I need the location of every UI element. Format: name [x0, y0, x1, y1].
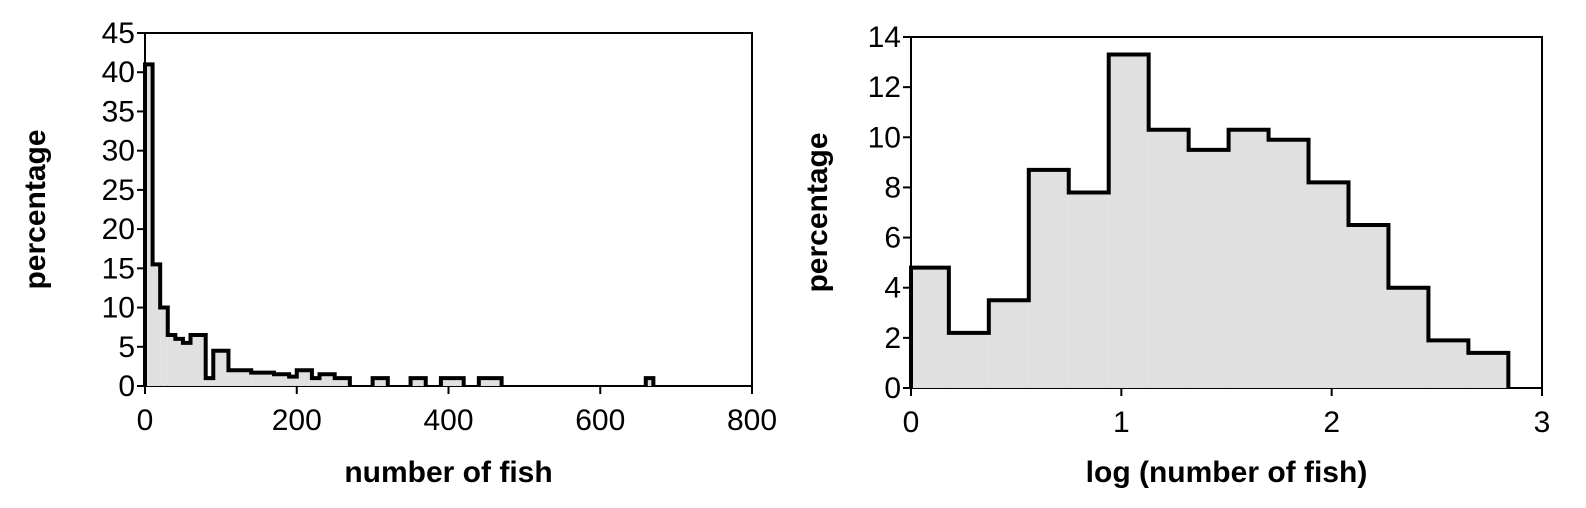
histogram-bar — [266, 372, 274, 386]
histogram-bar — [988, 300, 1029, 388]
histogram-bar — [167, 335, 176, 386]
x-tick-label: 400 — [423, 404, 473, 437]
histogram-bar — [372, 378, 381, 386]
histogram-bar — [486, 378, 495, 386]
histogram-bar — [319, 374, 328, 386]
histogram-bar — [645, 378, 654, 386]
x-tick-label: 200 — [272, 404, 322, 437]
x-tick-label: 2 — [1323, 406, 1340, 439]
histogram-bar — [1428, 340, 1469, 388]
x-tick-label: 800 — [727, 404, 777, 437]
histogram-bar — [410, 378, 419, 386]
histogram-bar — [327, 374, 335, 386]
y-tick-label: 2 — [884, 322, 901, 355]
histogram-bar — [1348, 225, 1389, 388]
histogram-bar — [304, 370, 312, 386]
histogram-bar — [1148, 129, 1189, 388]
y-tick-label: 45 — [102, 17, 135, 50]
histogram-bar — [1228, 129, 1269, 388]
histogram-bar — [342, 378, 350, 386]
x-tick-label: 1 — [1113, 406, 1130, 439]
histogram-bar — [243, 370, 252, 386]
histogram-bar — [456, 378, 464, 386]
y-tick-label: 4 — [884, 272, 901, 305]
y-axis-label: percentage — [19, 129, 52, 289]
histogram-bar — [448, 378, 457, 386]
histogram-bar — [1188, 149, 1229, 388]
x-tick-label: 600 — [575, 404, 625, 437]
histogram-bar — [213, 350, 221, 386]
histogram-bar — [205, 378, 214, 386]
y-tick-label: 15 — [102, 252, 135, 285]
y-tick-label: 14 — [868, 21, 901, 54]
histogram-bar — [418, 378, 426, 386]
histogram-bar — [1268, 139, 1309, 388]
x-tick-label: 0 — [903, 406, 920, 439]
histogram-bar — [281, 374, 290, 386]
histogram-bar — [478, 378, 487, 386]
histogram-bar — [1468, 352, 1509, 388]
fish-count-histogram: 0 5 10 15 20 25 30 35 40 45 0 200 400 600 800 number of… — [19, 17, 777, 489]
histogram-bar — [160, 307, 168, 386]
histogram-bar — [1388, 287, 1429, 388]
histogram-bar — [145, 64, 153, 386]
histogram-bar — [182, 342, 191, 386]
histogram-bar — [948, 332, 989, 388]
histogram-bar — [228, 370, 237, 386]
histogram-bar — [175, 338, 183, 386]
histogram-bar — [494, 378, 502, 386]
histogram-outline — [143, 62, 656, 386]
y-tick-label: 0 — [884, 372, 901, 405]
histogram-bar — [911, 267, 949, 388]
histogram-bar — [190, 335, 199, 386]
y-tick-label: 0 — [118, 370, 135, 403]
plot-frame — [144, 32, 753, 387]
histogram-bar — [296, 370, 305, 386]
y-tick-label: 40 — [102, 56, 135, 89]
histogram-bar — [220, 350, 229, 386]
histogram-bar — [152, 264, 161, 386]
histogram-bar — [251, 372, 259, 386]
histogram-bar — [273, 374, 282, 386]
histogram-bar — [380, 378, 388, 386]
x-tick-label: 3 — [1534, 406, 1551, 439]
y-tick-label: 6 — [884, 222, 901, 255]
histogram-bar — [236, 370, 244, 386]
x-axis-label: log (number of fish) — [1086, 456, 1368, 489]
histogram-bar — [334, 378, 343, 386]
histogram-bar — [440, 378, 449, 386]
histogram-bar — [1308, 182, 1349, 388]
y-tick-label: 30 — [102, 135, 135, 168]
y-tick-label: 10 — [868, 121, 901, 154]
y-tick-label: 35 — [102, 95, 135, 128]
histogram-bar — [1028, 169, 1069, 388]
histogram-bar — [1108, 54, 1149, 389]
histogram-outline — [909, 52, 1511, 388]
histogram-bar — [1068, 192, 1109, 388]
y-tick-label: 8 — [884, 171, 901, 204]
y-axis-label: percentage — [801, 132, 834, 292]
y-tick-label: 20 — [102, 213, 135, 246]
y-tick-label: 5 — [118, 331, 135, 364]
histogram-bar — [311, 378, 320, 386]
y-tick-label: 25 — [102, 174, 135, 207]
histogram-bar — [198, 335, 206, 386]
x-tick-label: 0 — [137, 404, 154, 437]
x-axis-label: number of fish — [344, 456, 552, 489]
y-tick-label: 10 — [102, 292, 135, 325]
y-tick-label: 12 — [868, 71, 901, 104]
histogram-bar — [258, 372, 267, 386]
histogram-bar — [289, 376, 297, 386]
